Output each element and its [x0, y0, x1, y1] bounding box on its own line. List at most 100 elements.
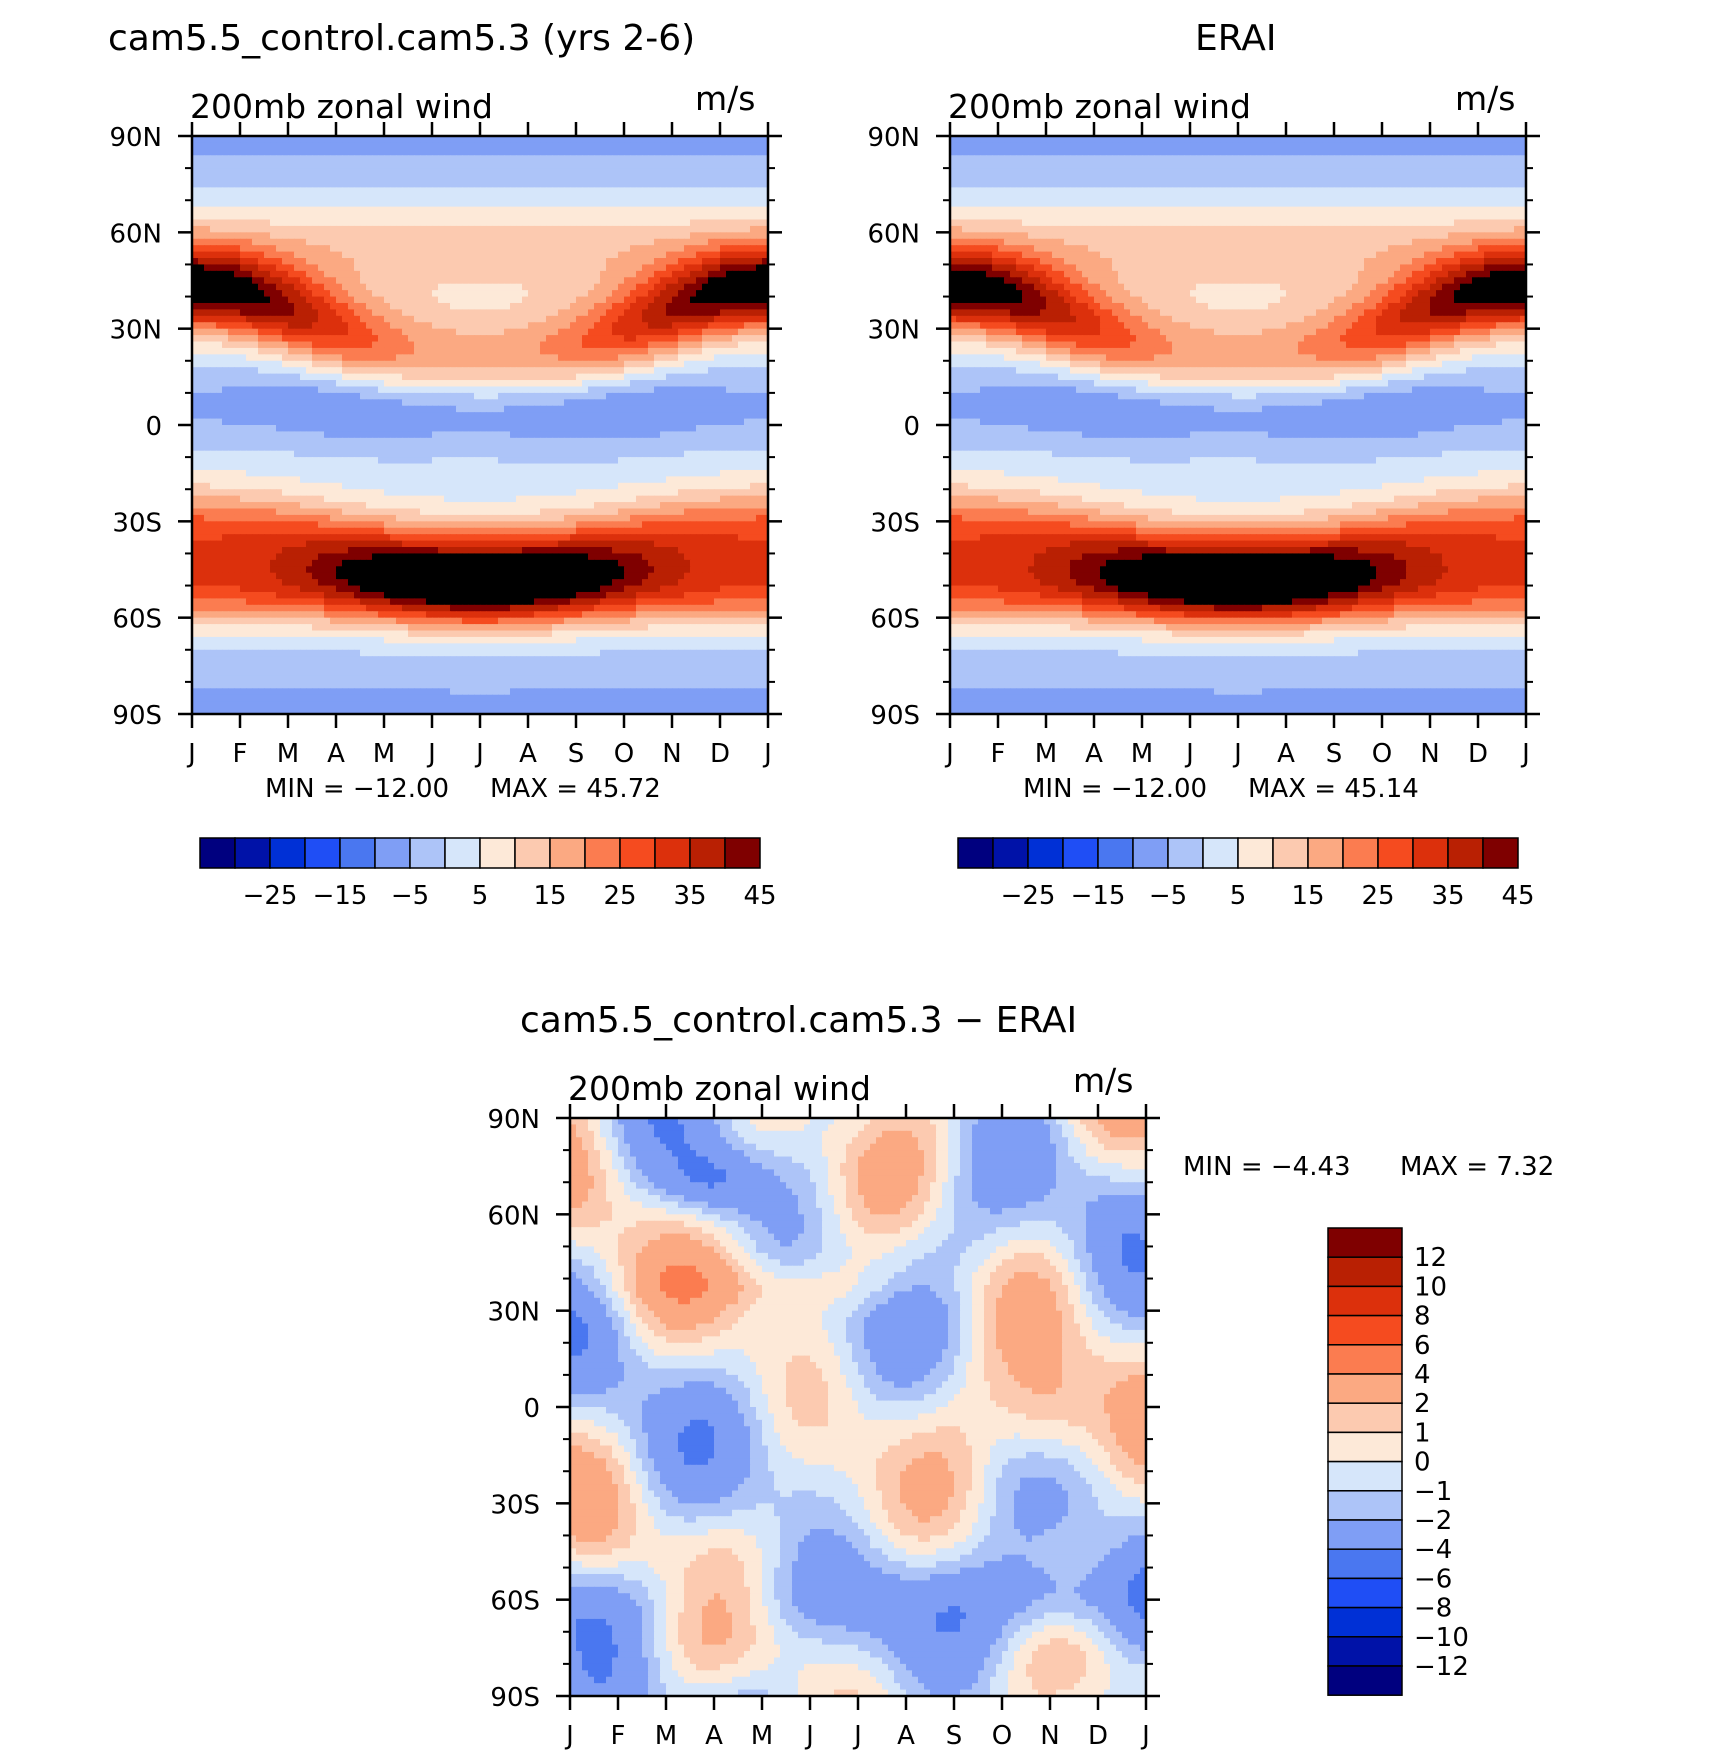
field-cell	[216, 315, 223, 323]
field-cell	[300, 238, 307, 246]
field-cell	[426, 258, 433, 266]
field-cell	[336, 142, 343, 150]
field-cell	[480, 213, 487, 221]
field-cell	[258, 328, 265, 336]
field-cell	[666, 245, 673, 253]
field-cell	[408, 270, 415, 278]
field-cell	[654, 283, 661, 291]
field-cell	[348, 270, 355, 278]
field-cell	[636, 457, 643, 465]
field-cell	[498, 251, 505, 259]
field-cell	[192, 232, 199, 240]
field-cell	[618, 142, 625, 150]
field-cell	[462, 283, 469, 291]
field-cell	[360, 354, 367, 362]
field-cell	[696, 463, 703, 471]
field-cell	[462, 219, 469, 227]
field-cell	[360, 296, 367, 304]
field-cell	[264, 219, 271, 227]
field-cell	[516, 309, 523, 317]
field-cell	[486, 200, 493, 208]
field-cell	[228, 399, 235, 407]
field-cell	[744, 161, 751, 169]
field-cell	[660, 225, 667, 233]
field-cell	[390, 450, 397, 458]
field-cell	[420, 354, 427, 362]
field-cell	[222, 405, 229, 413]
field-cell	[336, 386, 343, 394]
field-cell	[672, 450, 679, 458]
field-cell	[324, 251, 331, 259]
field-cell	[702, 187, 709, 195]
field-cell	[408, 213, 415, 221]
field-cell	[336, 277, 343, 285]
field-cell	[510, 155, 517, 163]
field-cell	[498, 270, 505, 278]
field-cell	[744, 437, 751, 445]
field-cell	[666, 315, 673, 323]
field-cell	[744, 148, 751, 156]
field-cell	[612, 360, 619, 368]
field-cell	[204, 437, 211, 445]
field-cell	[756, 315, 763, 323]
field-cell	[540, 187, 547, 195]
field-cell	[732, 213, 739, 221]
field-cell	[294, 399, 301, 407]
field-cell	[612, 277, 619, 285]
field-cell	[426, 245, 433, 253]
field-cell	[678, 168, 685, 176]
field-cell	[294, 341, 301, 349]
field-cell	[516, 373, 523, 381]
field-cell	[618, 315, 625, 323]
field-cell	[420, 258, 427, 266]
field-cell	[276, 232, 283, 240]
field-cell	[396, 450, 403, 458]
field-cell	[750, 193, 757, 201]
field-cell	[570, 450, 577, 458]
field-cell	[534, 335, 541, 343]
field-cell	[690, 270, 697, 278]
field-cell	[672, 270, 679, 278]
field-cell	[654, 180, 661, 188]
field-cell	[426, 437, 433, 445]
field-cell	[636, 238, 643, 246]
field-cell	[324, 264, 331, 272]
field-cell	[660, 335, 667, 343]
field-cell	[594, 418, 601, 426]
field-cell	[300, 136, 307, 144]
field-cell	[282, 386, 289, 394]
field-cell	[330, 225, 337, 233]
field-cell	[312, 386, 319, 394]
field-cell	[714, 245, 721, 253]
field-cell	[444, 283, 451, 291]
field-cell	[648, 431, 655, 439]
field-cell	[552, 380, 559, 388]
field-cell	[336, 431, 343, 439]
field-cell	[630, 335, 637, 343]
field-cell	[360, 193, 367, 201]
field-cell	[288, 187, 295, 195]
field-cell	[552, 450, 559, 458]
field-cell	[648, 296, 655, 304]
field-cell	[564, 142, 571, 150]
field-cell	[558, 463, 565, 471]
field-cell	[714, 296, 721, 304]
field-cell	[516, 200, 523, 208]
field-cell	[486, 354, 493, 362]
field-cell	[288, 373, 295, 381]
field-cell	[378, 405, 385, 413]
field-cell	[252, 335, 259, 343]
field-cell	[642, 277, 649, 285]
field-cell	[516, 290, 523, 298]
field-cell	[390, 155, 397, 163]
field-cell	[546, 148, 553, 156]
field-cell	[342, 258, 349, 266]
field-cell	[684, 360, 691, 368]
field-cell	[396, 225, 403, 233]
field-cell	[522, 425, 529, 433]
field-cell	[414, 450, 421, 458]
field-cell	[384, 180, 391, 188]
field-cell	[684, 258, 691, 266]
field-cell	[612, 386, 619, 394]
field-cell	[330, 232, 337, 240]
